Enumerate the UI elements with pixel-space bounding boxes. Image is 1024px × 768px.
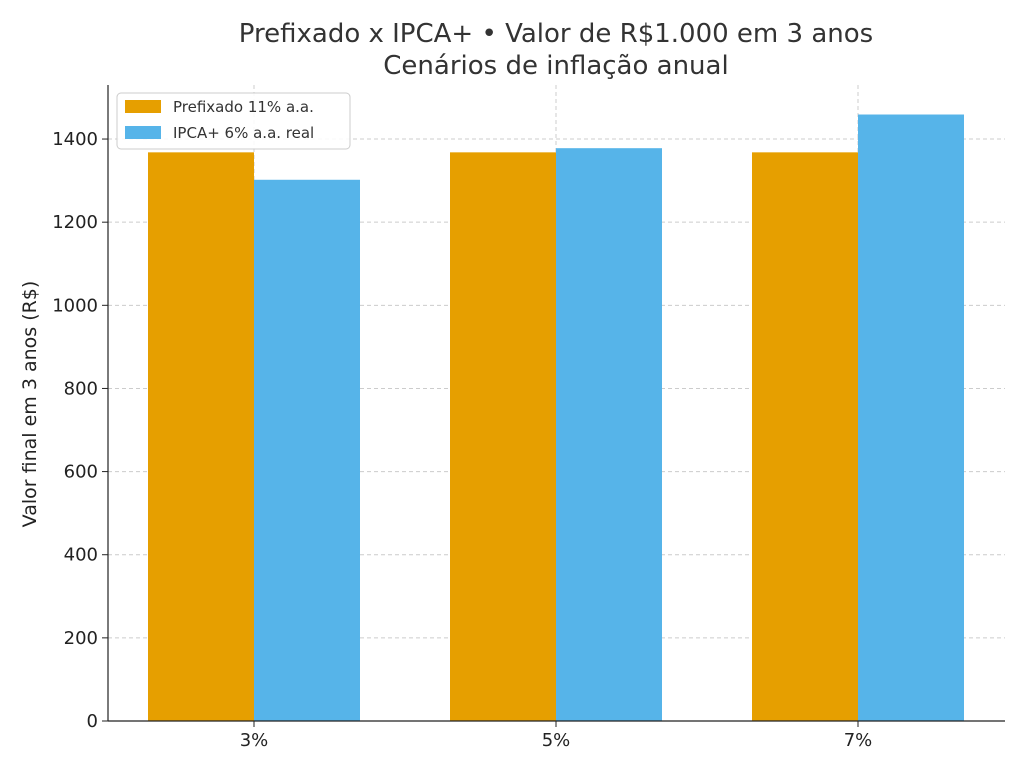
legend: Prefixado 11% a.a. IPCA+ 6% a.a. real [116, 92, 351, 150]
bar-prefixado-7pct [752, 152, 858, 721]
x-tick-label: 5% [542, 730, 571, 751]
y-tick-label: 800 [64, 378, 98, 399]
x-tick-label: 3% [240, 730, 269, 751]
x-tick-label: 7% [844, 730, 873, 751]
y-tick-label: 400 [64, 545, 98, 566]
y-tick-label: 200 [64, 628, 98, 649]
bars [148, 114, 964, 721]
y-axis-label: Valor final em 3 anos (R$) [19, 281, 41, 528]
bar-prefixado-3pct [148, 152, 254, 721]
legend-swatch-prefixado [125, 100, 161, 113]
y-tick-label: 600 [64, 462, 98, 483]
legend-swatch-ipca [125, 126, 161, 139]
legend-box [116, 92, 351, 150]
y-tick-label: 1400 [52, 129, 98, 150]
y-tick-label: 1200 [52, 212, 98, 233]
chart-title: Prefixado x IPCA+ • Valor de R$1.000 em … [239, 19, 873, 49]
bar-ipca-7pct [858, 114, 964, 721]
bar-prefixado-5pct [450, 152, 556, 721]
y-tick-label: 1000 [52, 295, 98, 316]
y-tick-label: 0 [87, 711, 98, 732]
chart-subtitle: Cenários de inflação anual [383, 51, 728, 81]
legend-label-prefixado: Prefixado 11% a.a. [173, 98, 314, 116]
bar-ipca-5pct [556, 148, 662, 721]
bar-ipca-3pct [254, 179, 360, 721]
legend-label-ipca: IPCA+ 6% a.a. real [173, 124, 314, 142]
tick-labels: 0 200 400 600 800 1000 1200 1400 3% 5% 7% [52, 129, 872, 751]
